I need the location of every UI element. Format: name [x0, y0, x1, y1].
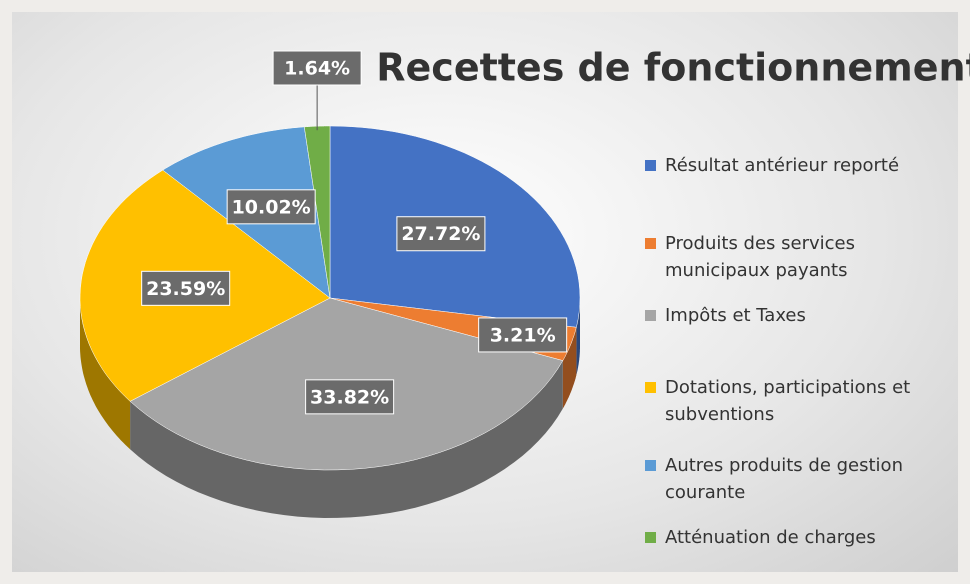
chart-title: Recettes de fonctionnement [376, 46, 970, 90]
legend-swatch [645, 532, 656, 543]
data-label: 10.02% [232, 196, 311, 218]
legend-label: Autres produits de gestion courante [665, 455, 903, 503]
pie-slice-side [80, 298, 131, 450]
data-label: 23.59% [146, 278, 225, 300]
legend-item: Autres produits de gestion courante [645, 452, 965, 506]
data-label-box [226, 189, 316, 225]
data-label: 33.82% [310, 386, 389, 408]
data-label: 27.72% [401, 223, 480, 245]
legend-swatch [645, 310, 656, 321]
legend-item: Atténuation de charges [645, 524, 965, 551]
legend-label: Produits des services municipaux payants [665, 233, 856, 281]
legend-item: Impôts et Taxes [645, 302, 965, 329]
legend-item: Dotations, participations et subventions [645, 374, 965, 428]
legend-label: Atténuation de charges [665, 527, 876, 548]
data-label: 3.21% [490, 324, 556, 346]
legend-swatch [645, 238, 656, 249]
pie-slice-side [130, 360, 563, 518]
legend-item: Résultat antérieur reporté [645, 152, 965, 179]
legend-swatch [645, 382, 656, 393]
data-label-box [272, 50, 362, 86]
legend-swatch [645, 460, 656, 471]
data-label-box [141, 270, 231, 306]
legend-label: Dotations, participations et subventions [665, 377, 911, 425]
data-label-box [396, 216, 486, 252]
legend-item: Produits des services municipaux payants [645, 230, 965, 284]
data-label-box [478, 317, 568, 353]
legend-label: Résultat antérieur reporté [665, 155, 900, 176]
pie-slice-side [576, 298, 580, 376]
legend-swatch [645, 160, 656, 171]
legend-label: Impôts et Taxes [665, 305, 806, 326]
data-label-box [305, 379, 395, 415]
data-label: 1.64% [284, 58, 350, 80]
pie-slice-side [562, 327, 577, 409]
